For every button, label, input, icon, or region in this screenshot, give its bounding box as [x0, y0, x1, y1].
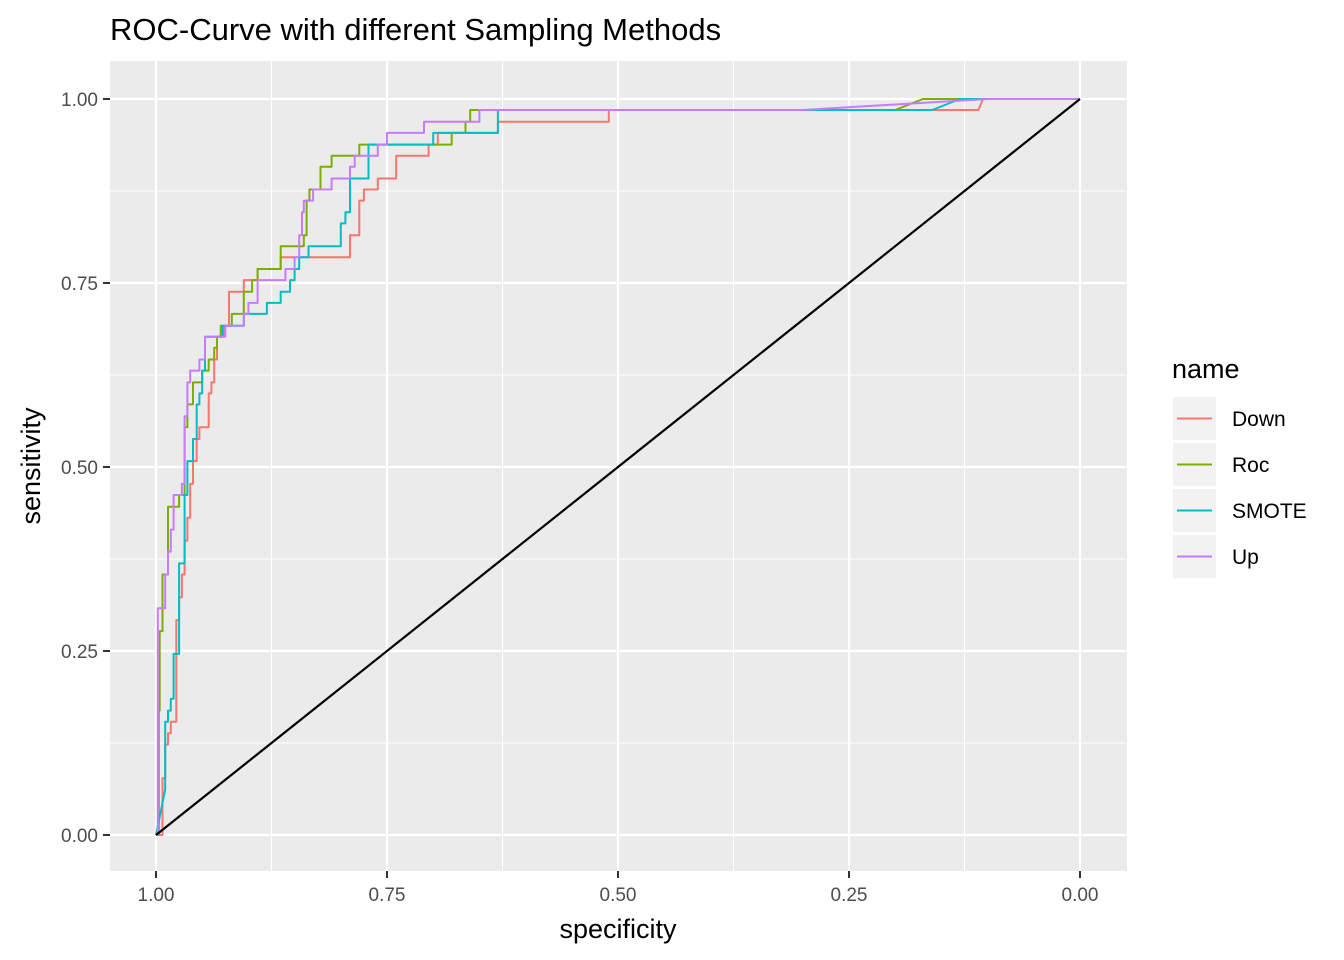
x-axis: 1.00 0.75 0.50 0.25 0.00 [138, 871, 1099, 906]
legend-label: Up [1232, 546, 1259, 569]
y-tick-label: 0.25 [61, 642, 98, 663]
legend-label: Down [1232, 408, 1286, 431]
legend-label: Roc [1232, 454, 1269, 477]
x-tick-label: 0.25 [831, 885, 868, 906]
y-axis: 0.00 0.25 0.50 0.75 1.00 [61, 90, 110, 847]
legend-item-smote: SMOTE [1173, 489, 1307, 532]
x-axis-title: specificity [559, 914, 677, 944]
x-tick-label: 0.75 [369, 885, 406, 906]
reference-diagonal [155, 98, 1081, 836]
x-tick-label: 0.50 [600, 885, 637, 906]
legend-item-down: Down [1173, 397, 1286, 440]
x-tick-label: 0.00 [1062, 885, 1099, 906]
y-axis-title: sensitivity [16, 407, 46, 525]
y-tick-label: 0.50 [61, 458, 98, 479]
series-lines [155, 98, 1080, 836]
legend-item-up: Up [1173, 535, 1259, 578]
reference-line [155, 98, 1081, 836]
legend: name Down Roc SMOTE Up [1172, 354, 1307, 578]
y-tick-label: 0.00 [61, 826, 98, 847]
x-tick-label: 1.00 [138, 885, 175, 906]
y-tick-label: 0.75 [61, 274, 98, 295]
legend-item-roc: Roc [1173, 443, 1269, 486]
y-tick-label: 1.00 [61, 90, 98, 111]
series-line-up [156, 98, 1080, 836]
legend-label: SMOTE [1232, 500, 1307, 523]
chart-title: ROC-Curve with different Sampling Method… [110, 12, 721, 47]
legend-title: name [1172, 354, 1240, 384]
